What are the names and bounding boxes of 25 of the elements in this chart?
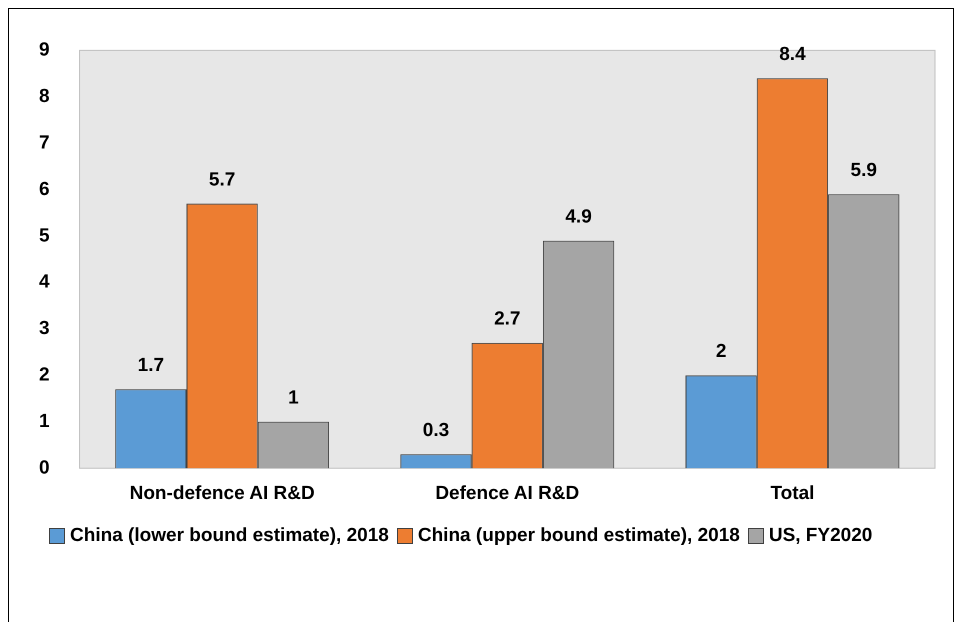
data-label: 5.9 bbox=[850, 160, 877, 182]
legend-label: China (lower bound estimate), 2018 bbox=[70, 525, 389, 547]
data-label: 1 bbox=[288, 388, 300, 409]
data-label: 2 bbox=[716, 341, 726, 362]
legend-label: US, FY2020 bbox=[768, 525, 872, 547]
x-tick-label: Defence AI R&D bbox=[435, 482, 580, 504]
y-tick-label: 6 bbox=[38, 178, 50, 200]
data-label: 4.9 bbox=[565, 206, 592, 228]
y-tick-label: 0 bbox=[38, 457, 50, 478]
y-tick-label: 9 bbox=[38, 40, 50, 61]
legend-label: China (upper bound estimate), 2018 bbox=[418, 525, 740, 547]
data-label: 1.7 bbox=[138, 355, 164, 376]
data-label: 8.4 bbox=[779, 44, 806, 65]
y-tick-label: 4 bbox=[38, 272, 50, 293]
x-tick-label: Total bbox=[770, 482, 814, 504]
y-tick-label: 8 bbox=[38, 86, 50, 108]
data-label: 5.7 bbox=[208, 169, 236, 190]
y-tick-label: 1 bbox=[38, 411, 50, 432]
data-label: 0.3 bbox=[422, 420, 450, 442]
x-tick-label: Non-defence AI R&D bbox=[130, 482, 315, 504]
y-tick-label: 3 bbox=[38, 318, 50, 340]
y-tick-label: 7 bbox=[38, 132, 50, 154]
data-label: 2.7 bbox=[494, 308, 520, 330]
y-tick-label: 5 bbox=[38, 225, 50, 246]
y-tick-label: 2 bbox=[38, 364, 50, 386]
